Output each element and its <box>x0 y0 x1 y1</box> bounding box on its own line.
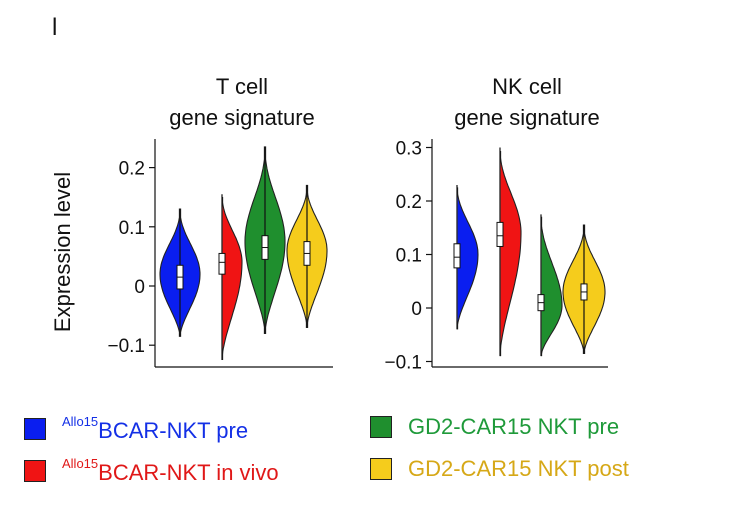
legend-text: BCAR-NKT in vivo <box>98 460 279 485</box>
legend-swatch-red <box>24 460 46 482</box>
y-tick-label: 0.1 <box>119 218 145 239</box>
y-tick-label: 0 <box>134 277 145 298</box>
legend-item-bcar-in-vivo: Allo15BCAR-NKT in vivo <box>24 456 279 486</box>
legend-label: Allo15BCAR-NKT in vivo <box>62 456 279 486</box>
panel1-title-line1: T cell <box>216 74 268 99</box>
y-tick-label: 0 <box>411 299 422 320</box>
y-tick-label: −0.1 <box>384 353 422 374</box>
legend-label: GD2-CAR15 NKT pre <box>408 414 620 439</box>
panel2-title-line2: gene signature <box>454 105 600 130</box>
legend-item-gd2-pre: GD2-CAR15 NKT pre <box>370 414 619 440</box>
legend-swatch-green <box>370 416 392 438</box>
t-cell-violin-panel: −0.1 0 0.1 0.2 <box>107 139 333 368</box>
violin-body <box>222 197 243 360</box>
violin-box <box>496 221 504 247</box>
y-tick-label: 0.2 <box>396 192 422 213</box>
legend-superscript: Allo15 <box>62 414 99 429</box>
violin-body <box>541 216 563 357</box>
legend-item-bcar-pre: Allo15BCAR-NKT pre <box>24 414 248 444</box>
panel2-title-line1: NK cell <box>492 74 562 99</box>
violin-body <box>457 187 479 330</box>
y-tick-label: 0.3 <box>396 139 422 160</box>
legend-text: BCAR-NKT pre <box>98 418 249 443</box>
legend-label: Allo15BCAR-NKT pre <box>62 414 248 444</box>
panel1-title-line2: gene signature <box>169 105 315 130</box>
legend-item-gd2-post: GD2-CAR15 NKT post <box>370 456 629 482</box>
nk-cell-violin-panel: −0.1 0 0.1 0.2 0.3 <box>384 139 608 374</box>
legend-swatch-yellow <box>370 458 392 480</box>
violin-box <box>453 243 461 269</box>
y-tick-label: −0.1 <box>107 336 145 357</box>
legend-label: GD2-CAR15 NKT post <box>408 456 629 481</box>
legend-superscript: Allo15 <box>62 456 99 471</box>
y-tick-label: 0.2 <box>119 159 145 180</box>
violin-body <box>500 151 522 357</box>
violin-box <box>218 252 226 275</box>
y-axis-label: Expression level <box>50 172 75 332</box>
panel-letter: l <box>52 14 57 41</box>
legend-swatch-blue <box>24 418 46 440</box>
y-tick-label: 0.1 <box>396 246 422 267</box>
